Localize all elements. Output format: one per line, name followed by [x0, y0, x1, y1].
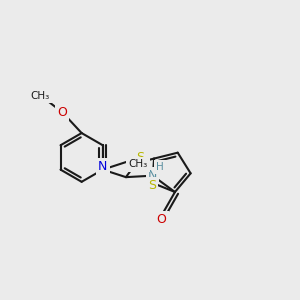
Text: O: O: [157, 213, 166, 226]
Text: N: N: [98, 160, 107, 173]
Text: S: S: [148, 179, 156, 192]
Text: O: O: [57, 106, 67, 119]
Text: CH₃: CH₃: [128, 160, 148, 170]
Text: N: N: [148, 169, 158, 182]
Text: CH₃: CH₃: [30, 91, 50, 101]
Text: S: S: [136, 151, 144, 164]
Text: H: H: [156, 162, 164, 172]
